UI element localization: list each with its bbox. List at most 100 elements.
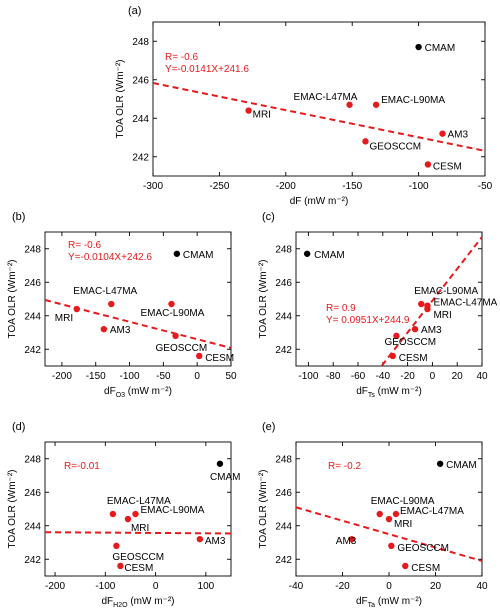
point-label: EMAC-L90MA [140, 505, 204, 516]
point-am3 [100, 325, 108, 333]
x-tick-label: -100 [120, 371, 140, 382]
point-label: EMAC-L90MA [381, 95, 445, 106]
point-label: CMAM [210, 472, 241, 483]
point-geosccm [393, 332, 400, 340]
point-label: AM3 [110, 325, 131, 336]
y-tick-label: 242 [275, 345, 292, 356]
y-tick-label: 248 [275, 244, 292, 255]
point-label: MRI [253, 110, 271, 121]
x-axis-label: dFTs (mW m⁻²) [356, 386, 422, 399]
point-label: GEOSCCM [397, 543, 449, 554]
regression-line [380, 236, 482, 366]
panel-b: -200 -150 -100 -50 0 50 242 244 246 248 CMAM EMAC-L… [7, 211, 237, 399]
panel-label: (b) [12, 211, 25, 223]
y-tick-label: 242 [24, 555, 41, 566]
point-emac-l47ma [108, 300, 115, 308]
panel-label: (e) [262, 421, 275, 433]
point-label: CESM [124, 563, 153, 574]
panel-c: -100 -80 -60 -40 -20 0 20 40 242 244 246 248 CMAM EMA… [258, 211, 498, 399]
x-tick-label: 20 [430, 581, 442, 592]
point-am3 [348, 535, 355, 543]
point-label: MRI [433, 310, 451, 321]
point-geosccm [362, 138, 369, 145]
y-axis-label: TOA OLR (Wm⁻²) [258, 470, 269, 549]
x-tick-label: -100 [95, 581, 115, 592]
y-tick-label: 246 [275, 278, 292, 289]
point-label: CESM [411, 563, 440, 574]
y-tick-label: 248 [24, 454, 41, 465]
point-label: GEOSCCM [384, 337, 436, 348]
plot-frame [295, 231, 483, 367]
point-geosccm [388, 542, 395, 550]
x-tick-label: 0 [430, 371, 436, 382]
point-cmam [436, 460, 444, 467]
x-tick-label: 40 [476, 581, 488, 592]
equation-annotation: Y=-0.0104X+242.6 [68, 252, 152, 263]
point-mri [124, 515, 132, 523]
y-axis-label: TOA OLR (Wm⁻²) [115, 60, 126, 139]
correlation-annotation: R= -0.6 [68, 240, 102, 251]
correlation-annotation: R=-0.01 [64, 461, 100, 472]
x-tick-label: -150 [342, 181, 362, 192]
y-tick-label: 248 [24, 244, 41, 255]
point-cesm [424, 161, 432, 168]
point-cmam [415, 43, 422, 51]
point-label: EMAC-L47MA [73, 286, 137, 297]
point-geosccm [113, 542, 120, 550]
x-tick-label: 20 [452, 371, 464, 382]
equation-annotation: Y=-0.0141X+241.6 [165, 64, 249, 75]
y-tick-label: 244 [132, 114, 149, 125]
point-label: EMAC-L47MA [107, 496, 171, 507]
point-cesm [117, 562, 124, 570]
y-tick-label: 242 [132, 152, 149, 163]
point-label: GEOSCCM [369, 141, 421, 152]
point-emac-l90ma [376, 510, 383, 518]
point-emac-l47ma [109, 510, 117, 518]
y-tick-label: 246 [132, 75, 149, 86]
point-cmam [303, 250, 311, 257]
correlation-annotation: R= 0.9 [326, 303, 356, 314]
point-label: AM3 [448, 130, 469, 141]
x-axis-label: dFH2O (mW m⁻²) [101, 596, 174, 609]
panel-label: (a) [128, 5, 141, 17]
point-emac-l90ma [168, 300, 175, 308]
equation-annotation: Y= 0.0951X+244.9 [326, 315, 410, 326]
point-mri [424, 305, 431, 313]
x-tick-label: -100 [409, 181, 429, 192]
y-tick-label: 242 [275, 555, 292, 566]
x-tick-label: -50 [478, 181, 493, 192]
y-tick-label: 244 [275, 521, 292, 532]
x-tick-label: -200 [52, 371, 72, 382]
x-axis-label: dF (mW m⁻²) [290, 196, 349, 207]
point-label: MRI [394, 519, 412, 530]
panel-d: -200 -100 0 100 242 244 246 248 CMAM EMAC-L47MAEM… [7, 421, 241, 609]
point-label: CESM [399, 353, 428, 364]
point-am3 [411, 325, 419, 333]
x-tick-label: -200 [276, 181, 296, 192]
point-label: EMAC-L90MA [140, 308, 204, 319]
x-tick-label: -80 [326, 371, 341, 382]
panel-e: -40 -20 0 20 40 242 244 246 248 CMAM EMAC-L90MAEMA… [258, 421, 488, 609]
x-tick-label: -20 [400, 371, 415, 382]
x-tick-label: -150 [86, 371, 106, 382]
y-axis-label: TOA OLR (Wm⁻²) [258, 260, 269, 339]
point-cmam [216, 460, 224, 467]
y-tick-label: 246 [24, 488, 41, 499]
y-tick-label: 246 [275, 488, 292, 499]
point-emac-l90ma [132, 510, 139, 518]
panel-label: (c) [262, 211, 275, 223]
point-emac-l90ma [372, 101, 380, 108]
point-label: GEOSCCM [112, 552, 164, 563]
point-mri [385, 515, 393, 523]
point-am3 [439, 130, 446, 137]
y-tick-label: 244 [24, 311, 41, 322]
plot-frame [44, 441, 232, 577]
point-label: CESM [433, 161, 462, 172]
x-tick-label: 100 [198, 581, 215, 592]
point-cmam [173, 250, 181, 257]
panel-label: (d) [12, 421, 25, 433]
y-tick-label: 244 [275, 311, 292, 322]
point-label: CMAM [446, 460, 477, 471]
x-tick-label: 50 [225, 371, 237, 382]
